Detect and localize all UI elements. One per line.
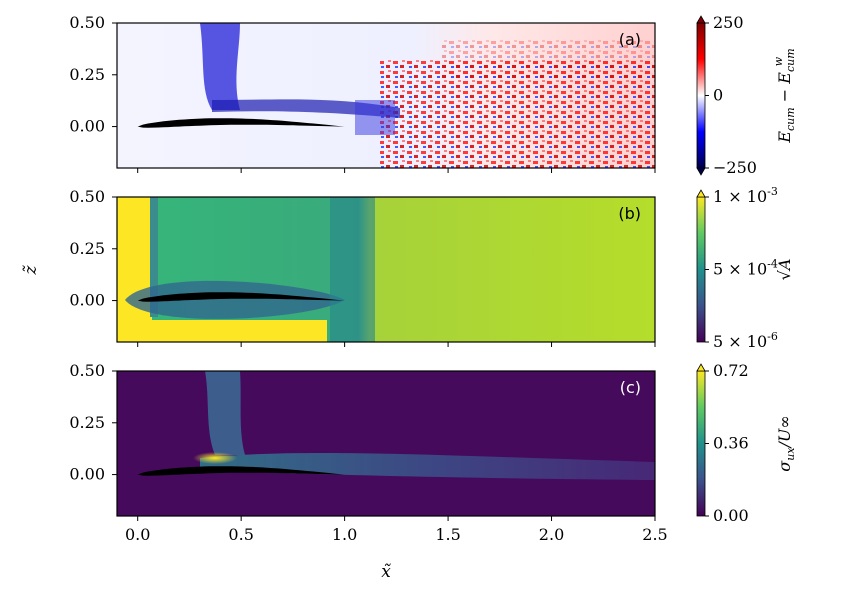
panel-b-field	[117, 197, 655, 342]
y-tick-label-c-1: 0.25	[69, 413, 105, 432]
panel-c	[116, 370, 656, 517]
colorbar-tick-label-c-2: 0.00	[713, 506, 749, 525]
colorbar-label-a: Ecum − Ecumw	[772, 48, 797, 143]
colorbar-extend-bottom-a	[696, 167, 706, 176]
x-tick-label-3: 1.5	[435, 525, 460, 544]
panel-a-frame	[116, 22, 656, 169]
airfoil-b	[137, 292, 345, 302]
colorbar-b	[696, 196, 706, 343]
colorbar-tick-label-b-0: 1 × 10-3	[713, 185, 778, 206]
y-tick-label-b-1: 0.25	[69, 239, 105, 258]
x-tick-label-4: 2.0	[539, 525, 564, 544]
panel-c-frame	[116, 370, 656, 517]
colorbar-extend-top-c	[696, 363, 706, 372]
y-tick-label-c-0: 0.50	[69, 361, 105, 380]
colorbar-tick-label-b-2: 5 × 10-6	[713, 330, 778, 351]
x-tick-label-1: 0.5	[228, 525, 253, 544]
panel-tag-b: (b)	[618, 204, 641, 223]
y-tick-label-a-2: 0.00	[69, 117, 105, 136]
y-axis-label: z̃	[21, 264, 41, 275]
colorbar-extend-top-b	[696, 189, 706, 198]
colorbar-extend-top-a	[696, 15, 706, 24]
panel-a-field	[117, 23, 655, 168]
y-tick-label-a-1: 0.25	[69, 65, 105, 84]
panel-b-frame	[116, 196, 656, 343]
colorbar-c	[696, 370, 706, 517]
airfoil-a	[137, 118, 345, 128]
panel-tag-a: (a)	[619, 30, 641, 49]
colorbar-a	[696, 22, 706, 169]
panel-b	[116, 196, 656, 343]
x-axis-label: x̃	[381, 562, 391, 582]
panel-a	[116, 22, 656, 169]
colorbar-tick-label-a-0: 250	[713, 13, 744, 32]
y-tick-label-a-0: 0.50	[69, 13, 105, 32]
colorbar-tick-label-a-1: 0	[713, 86, 723, 105]
colorbar-tick-label-c-0: 0.72	[713, 361, 749, 380]
y-tick-label-b-2: 0.00	[69, 291, 105, 310]
x-tick-label-5: 2.5	[642, 525, 667, 544]
airfoil-c	[137, 466, 345, 476]
colorbar-label-b: √A	[775, 259, 794, 281]
y-tick-label-c-2: 0.00	[69, 465, 105, 484]
x-tick-label-2: 1.0	[332, 525, 357, 544]
colorbar-tick-label-c-1: 0.36	[713, 434, 749, 453]
y-tick-label-b-0: 0.50	[69, 187, 105, 206]
x-tick-label-0: 0.0	[125, 525, 150, 544]
panel-c-field	[117, 371, 655, 516]
panel-tag-c: (c)	[620, 378, 641, 397]
colorbar-tick-label-a-2: −250	[713, 158, 757, 177]
colorbar-tick-label-b-1: 5 × 10-4	[713, 258, 778, 279]
colorbar-label-c: σux/U∞	[775, 415, 797, 471]
